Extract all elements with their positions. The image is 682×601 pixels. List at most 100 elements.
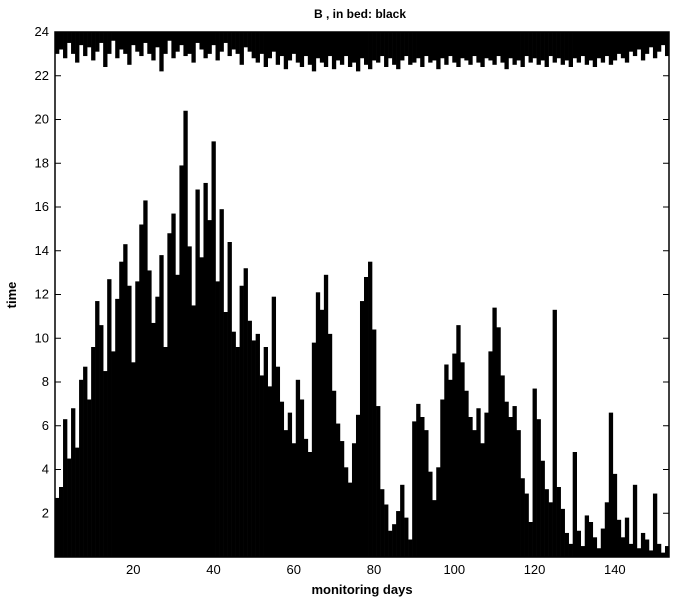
in-bed-morning-cell [79,379,84,557]
in-bed-morning-cell [119,261,124,557]
in-bed-morning-cell [580,546,586,557]
in-bed-evening-cell [604,32,610,57]
in-bed-evening-cell [420,32,425,67]
in-bed-morning-cell [616,519,622,557]
in-bed-morning-cell [155,296,160,557]
in-bed-morning-cell [420,417,425,557]
in-bed-morning-cell [536,419,541,557]
in-bed-evening-cell [548,32,553,57]
in-bed-morning-cell [428,471,433,557]
in-bed-evening-cell [83,32,88,57]
in-bed-evening-cell [119,32,124,50]
in-bed-morning-cell [323,274,329,557]
in-bed-evening-cell [79,32,84,46]
in-bed-morning-cell [347,482,353,558]
in-bed-morning-cell [183,110,188,557]
in-bed-evening-cell [520,32,525,67]
in-bed-morning-cell [572,452,577,557]
in-bed-morning-cell [259,375,264,557]
in-bed-morning-cell [596,548,602,557]
in-bed-evening-cell [199,32,204,50]
in-bed-morning-cell [608,412,614,558]
in-bed-evening-cell [239,32,244,65]
in-bed-morning-cell [83,366,88,557]
in-bed-morning-cell [600,528,606,557]
in-bed-evening-cell [576,32,582,63]
in-bed-evening-cell [540,32,545,61]
in-bed-evening-cell [227,32,232,57]
in-bed-evening-cell [335,32,341,61]
x-tick-label: 60 [287,562,301,577]
in-bed-morning-cell [440,399,445,557]
in-bed-evening-cell [484,32,489,59]
in-bed-evening-cell [532,32,537,59]
in-bed-evening-cell [368,32,373,70]
in-bed-morning-cell [103,371,108,557]
in-bed-morning-cell [380,489,385,557]
in-bed-evening-cell [648,32,654,48]
in-bed-evening-cell [440,32,445,59]
in-bed-evening-cell [207,32,212,54]
in-bed-evening-cell [624,32,630,63]
x-tick-label: 80 [367,562,381,577]
in-bed-morning-cell [175,274,180,557]
in-bed-morning-cell [87,399,92,557]
y-tick-label: 2 [42,505,49,520]
in-bed-evening-cell [191,32,196,63]
in-bed-evening-cell [63,32,68,59]
x-tick-label: 140 [604,562,626,577]
in-bed-evening-cell [380,32,385,57]
in-bed-morning-cell [432,500,437,558]
in-bed-evening-cell [476,32,481,63]
in-bed-morning-cell [632,484,638,557]
in-bed-morning-cell [215,281,220,558]
in-bed-evening-cell [592,32,598,67]
in-bed-evening-cell [295,32,301,63]
in-bed-evening-cell [664,32,670,57]
in-bed-evening-cell [123,32,128,54]
y-axis-label: time [4,282,19,309]
in-bed-evening-cell [500,32,505,63]
in-bed-evening-cell [552,32,557,63]
in-bed-evening-cell [432,32,437,61]
in-bed-morning-cell [548,502,553,557]
in-bed-morning-cell [456,325,461,558]
in-bed-evening-cell [75,32,80,63]
in-bed-morning-cell [239,285,244,557]
in-bed-morning-cell [199,257,204,557]
in-bed-morning-cell [147,270,152,557]
in-bed-morning-cell [496,327,501,557]
in-bed-evening-cell [143,32,148,43]
in-bed-evening-cell [444,32,449,65]
in-bed-morning-cell [179,165,184,557]
in-bed-morning-cell [263,347,268,557]
y-tick-label: 4 [42,462,49,477]
in-bed-morning-cell [63,419,68,557]
in-bed-morning-cell [396,511,401,557]
in-bed-morning-cell [664,546,670,557]
in-bed-evening-cell [235,32,240,54]
in-bed-morning-cell [331,390,337,557]
in-bed-evening-cell [107,32,112,54]
in-bed-morning-cell [319,309,325,557]
in-bed-evening-cell [311,32,317,72]
in-bed-evening-cell [87,32,92,48]
in-bed-morning-cell [532,388,537,557]
in-bed-morning-cell [424,430,429,558]
in-bed-evening-cell [131,32,136,46]
in-bed-morning-cell [307,452,313,557]
x-axis: 20 40 60 80 100 120 140 [126,32,626,577]
in-bed-morning-cell [512,406,517,557]
in-bed-morning-cell [624,517,630,558]
in-bed-evening-cell [211,32,216,46]
in-bed-evening-cell [364,32,369,65]
in-bed-morning-cell [235,347,240,557]
in-bed-morning-cell [468,417,473,557]
in-bed-morning-cell [388,530,393,557]
in-bed-morning-cell [628,543,634,558]
in-bed-morning-cell [115,298,120,558]
in-bed-evening-cell [103,32,108,67]
in-bed-evening-cell [568,32,573,67]
in-bed-evening-cell [307,32,313,65]
in-bed-evening-cell [652,32,658,59]
